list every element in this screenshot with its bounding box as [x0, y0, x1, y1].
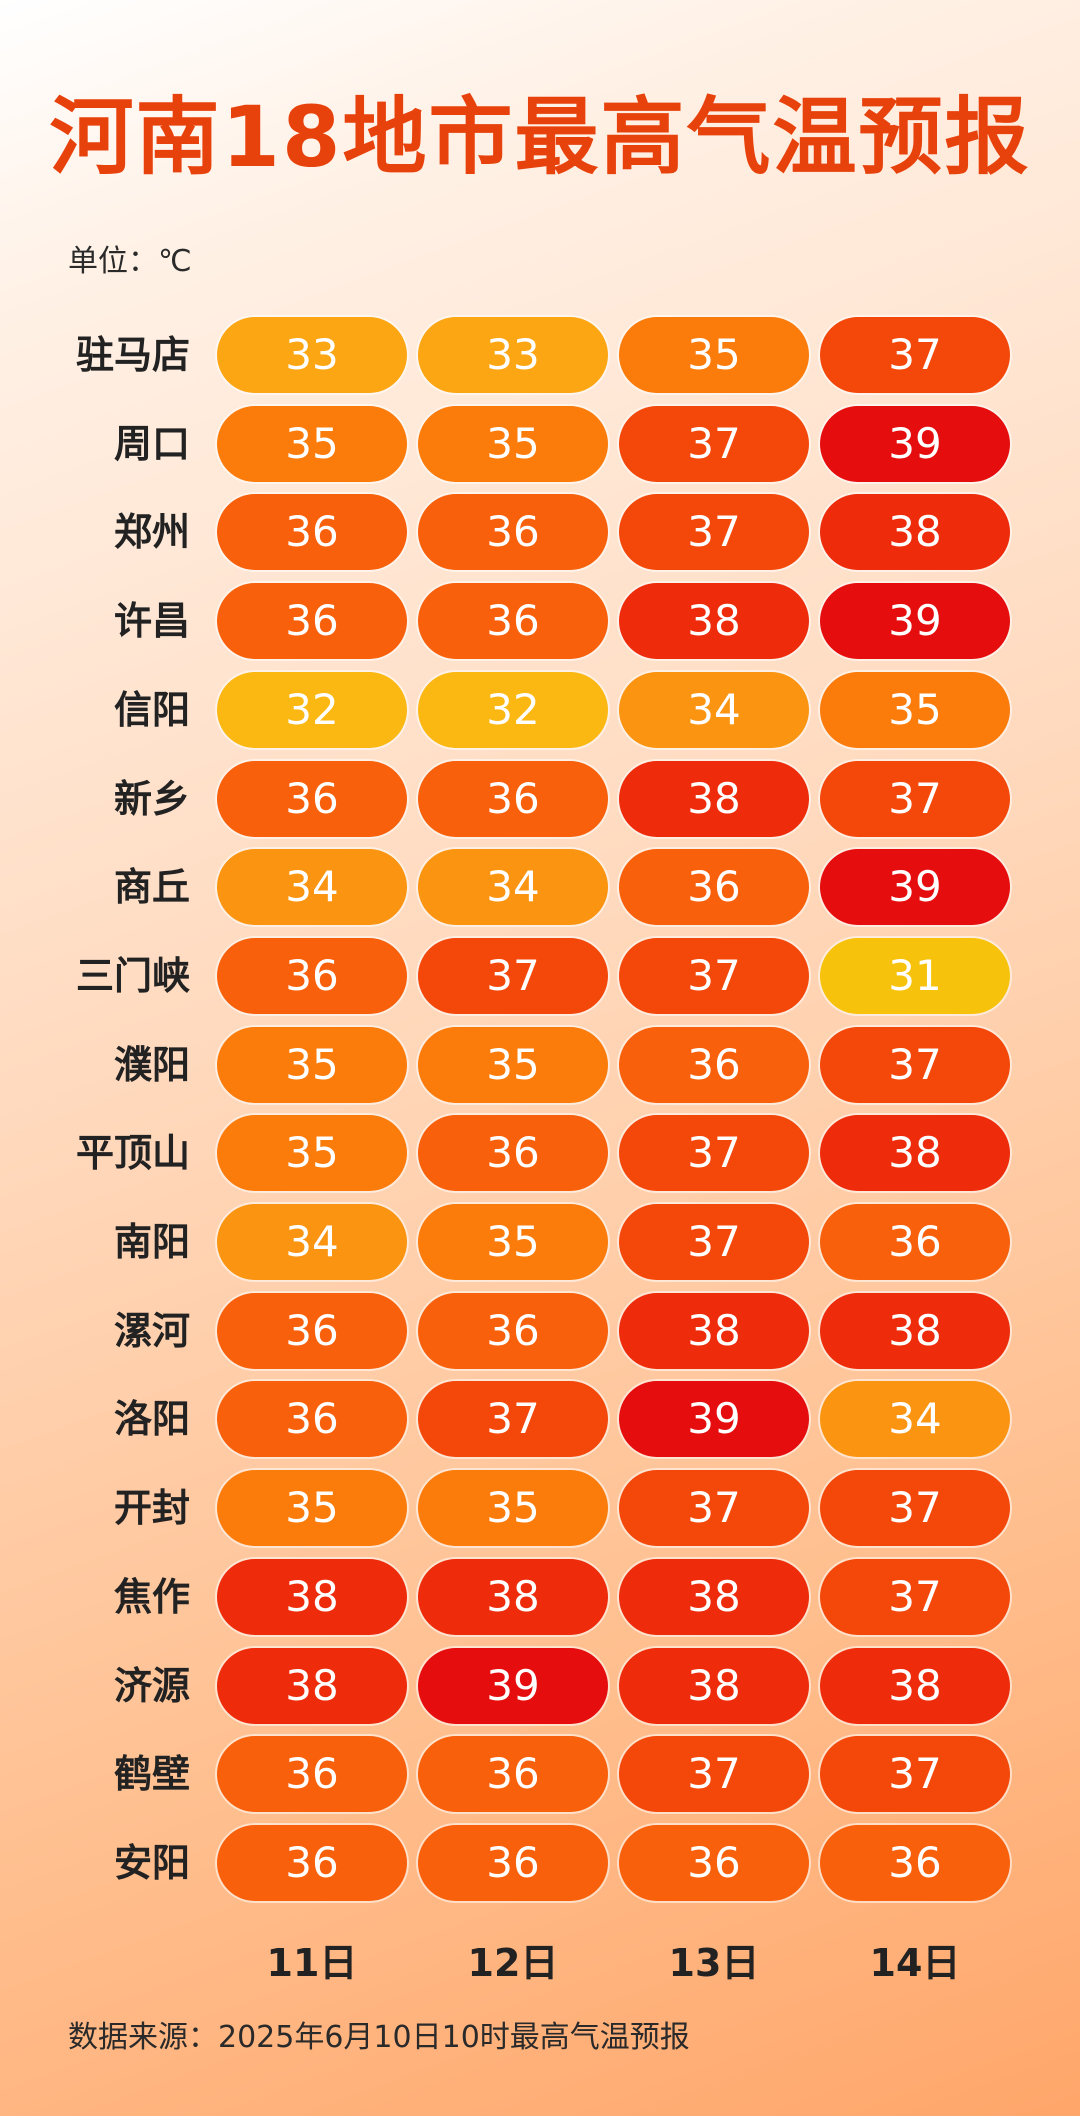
temperature-cell: 36	[418, 1824, 608, 1901]
temperature-cell: 38	[820, 1292, 1010, 1369]
temperature-cell: 38	[820, 494, 1010, 571]
city-label: 漯河	[113, 1308, 190, 1353]
page-title: 河南18地市最高气温预报	[49, 88, 1031, 186]
temperature-cell: 37	[820, 1558, 1010, 1635]
temperature-cell: 37	[418, 937, 608, 1014]
temperature-cell: 36	[820, 1204, 1010, 1280]
temperature-cell: 37	[820, 1470, 1010, 1547]
city-label: 驻马店	[75, 333, 190, 377]
city-label: 濮阳	[113, 1042, 190, 1087]
temperature-cell: 37	[820, 1026, 1010, 1103]
temperature-cell: 31	[820, 937, 1010, 1014]
temperature-cell: 35	[217, 1026, 407, 1103]
temperature-cell: 34	[619, 671, 809, 748]
temperature-cell: 35	[217, 1115, 407, 1192]
temperature-cell: 36	[418, 1736, 608, 1813]
city-label: 新乡	[113, 776, 190, 821]
city-label: 开封	[113, 1486, 190, 1531]
temperature-cell: 37	[619, 1204, 809, 1280]
temperature-cell: 36	[418, 1292, 608, 1369]
temperature-cell: 34	[217, 849, 407, 926]
temperature-cell: 35	[418, 405, 608, 482]
data-source-note: 数据来源：2025年6月10日10时最高气温预报	[68, 2020, 690, 2055]
temperature-cell: 39	[418, 1647, 608, 1724]
temperature-cell: 36	[619, 849, 809, 926]
temperature-cell: 39	[820, 583, 1010, 660]
temperature-cell: 36	[418, 583, 608, 660]
city-label: 洛阳	[113, 1397, 190, 1442]
temperature-cell: 33	[217, 317, 407, 393]
temperature-cell: 38	[619, 1647, 809, 1724]
temperature-cell: 39	[820, 405, 1010, 482]
temperature-cell: 35	[820, 671, 1010, 748]
city-label: 平顶山	[75, 1131, 190, 1176]
temperature-cell: 34	[418, 849, 608, 926]
temperature-cell: 36	[217, 1292, 407, 1369]
temperature-cell: 36	[619, 1026, 809, 1103]
city-label: 周口	[113, 421, 190, 466]
temperature-cell: 37	[619, 1736, 809, 1813]
temperature-cell: 36	[217, 1736, 407, 1813]
temperature-cell: 36	[418, 494, 608, 571]
day-label: 12日	[467, 1941, 559, 1985]
temperature-cell: 38	[619, 1292, 809, 1369]
temperature-cell: 38	[619, 583, 809, 660]
temperature-cell: 35	[418, 1470, 608, 1547]
city-label: 郑州	[113, 510, 190, 555]
temperature-cell: 38	[820, 1647, 1010, 1724]
temperature-cell: 33	[418, 317, 608, 393]
temperature-cell: 36	[217, 937, 407, 1014]
day-label: 11日	[266, 1941, 358, 1985]
city-label: 安阳	[113, 1840, 190, 1885]
temperature-cell: 32	[217, 671, 407, 748]
temperature-cell: 35	[217, 1470, 407, 1547]
temperature-cell: 37	[619, 405, 809, 482]
temperature-cell: 37	[619, 937, 809, 1014]
temperature-cell: 32	[418, 671, 608, 748]
day-label: 14日	[869, 1941, 961, 1985]
temperature-cell: 37	[619, 1470, 809, 1547]
city-label: 商丘	[113, 865, 190, 910]
temperature-cell: 38	[217, 1647, 407, 1724]
temperature-cell: 38	[820, 1115, 1010, 1192]
temperature-cell: 38	[418, 1558, 608, 1635]
temperature-cell: 36	[820, 1824, 1010, 1901]
temperature-cell: 37	[619, 1115, 809, 1192]
temperature-cell: 37	[820, 317, 1010, 393]
temperature-cell: 38	[619, 1558, 809, 1635]
temperature-cell: 35	[217, 405, 407, 482]
temperature-cell: 36	[217, 1381, 407, 1458]
temperature-cell: 37	[820, 760, 1010, 837]
temperature-cell: 35	[619, 317, 809, 393]
day-label: 13日	[668, 1941, 760, 1985]
temperature-cell: 36	[217, 1824, 407, 1901]
temperature-cell: 38	[619, 760, 809, 837]
temperature-cell: 37	[418, 1381, 608, 1458]
city-label: 信阳	[113, 687, 190, 732]
city-label: 三门峡	[75, 953, 190, 998]
temperature-cell: 36	[217, 583, 407, 660]
temperature-cell: 37	[820, 1736, 1010, 1813]
temperature-cell: 36	[619, 1824, 809, 1901]
temperature-cell: 35	[418, 1026, 608, 1103]
city-label: 南阳	[113, 1220, 190, 1264]
temperature-cell: 36	[418, 760, 608, 837]
unit-label: 单位：℃	[68, 244, 192, 279]
temperature-cell: 34	[820, 1381, 1010, 1458]
temperature-cell: 37	[619, 494, 809, 571]
temperature-cell: 39	[820, 849, 1010, 926]
city-label: 济源	[113, 1663, 190, 1708]
temperature-cell: 36	[217, 494, 407, 571]
temperature-cell: 36	[418, 1115, 608, 1192]
temperature-cell: 39	[619, 1381, 809, 1458]
city-label: 鹤壁	[113, 1752, 190, 1797]
temperature-cell: 34	[217, 1204, 407, 1280]
temperature-cell: 38	[217, 1558, 407, 1635]
temperature-cell: 36	[217, 760, 407, 837]
city-label: 许昌	[113, 599, 190, 644]
temperature-cell: 35	[418, 1204, 608, 1280]
city-label: 焦作	[113, 1574, 190, 1619]
